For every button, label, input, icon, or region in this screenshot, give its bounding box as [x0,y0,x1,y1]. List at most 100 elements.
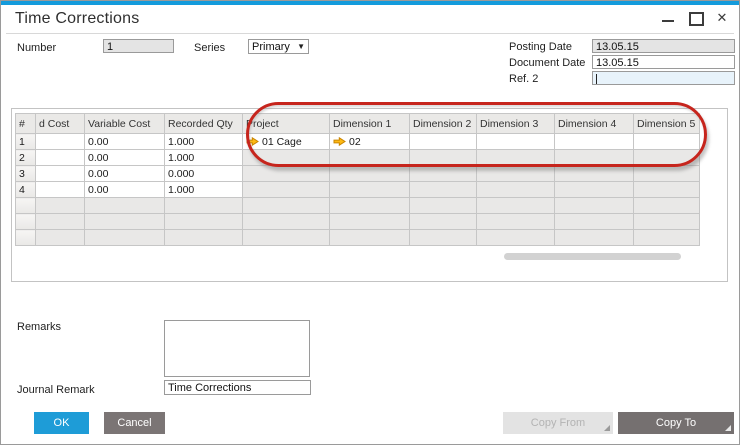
cancel-button[interactable]: Cancel [104,412,165,434]
link-arrow-icon[interactable] [246,136,259,146]
table-cell [329,181,410,198]
titlebar-divider [6,33,734,34]
table-cell [35,229,85,246]
table-cell[interactable]: 0.00 [84,165,165,182]
table-cell [409,149,477,166]
minimize-icon[interactable] [661,11,675,24]
text-cursor [596,74,597,84]
cell-value: 02 [349,135,361,148]
column-header: Variable Cost [84,113,165,134]
table-cell [329,149,410,166]
table-cell[interactable]: 01 Cage [242,133,330,150]
table-cell[interactable] [35,181,85,198]
table-cell [476,165,555,182]
table-cell [476,197,555,214]
table-row: 4 0.00 1.000 [15,181,700,198]
number-field[interactable]: 1 [103,39,174,53]
table-cell[interactable]: 0.000 [164,165,243,182]
copy-from-button[interactable]: Copy From [503,412,613,434]
maximize-icon[interactable] [688,11,704,26]
table-cell[interactable]: 2 [15,149,36,166]
column-header: Dimension 5 [633,113,700,134]
line-items-table: # d Cost Variable Cost Recorded Qty Project D… [15,113,700,246]
table-cell [242,197,330,214]
table-cell[interactable] [409,133,477,150]
table-cell [633,149,700,166]
table-cell[interactable] [633,133,700,150]
table-cell [554,213,634,230]
series-label: Series [194,42,226,54]
table-cell[interactable] [15,213,36,230]
table-cell [409,229,477,246]
copy-to-label: Copy To [655,417,697,429]
table-row [15,229,700,246]
table-cell[interactable]: 0.00 [84,149,165,166]
table-cell[interactable]: 1 [15,133,36,150]
table-cell [35,213,85,230]
posting-date-label: Posting Date [509,41,572,53]
table-cell[interactable] [15,197,36,214]
table-cell[interactable] [554,133,634,150]
table-cell [242,229,330,246]
copy-to-button[interactable]: Copy To [618,412,734,434]
table-cell [633,165,700,182]
table-cell [409,181,477,198]
table-cell [633,181,700,198]
ok-button[interactable]: OK [34,412,89,434]
table-cell[interactable]: 0.00 [84,133,165,150]
table-cell[interactable] [35,165,85,182]
close-icon[interactable]: ✕ [716,10,728,25]
document-date-label: Document Date [509,57,586,69]
table-cell[interactable]: 3 [15,165,36,182]
table-cell [476,149,555,166]
table-cell [476,181,555,198]
menu-corner-icon [725,425,731,431]
window-accent-bar [1,1,739,5]
table-row: 1 0.00 1.000 01 Cage 02 [15,133,700,150]
remarks-label: Remarks [17,321,62,333]
table-cell [409,213,477,230]
window-title: Time Corrections [15,10,140,27]
column-header: d Cost [35,113,85,134]
ref2-label: Ref. 2 [509,73,539,85]
table-cell [242,149,330,166]
column-header: Dimension 3 [476,113,555,134]
table-row [15,213,700,230]
table-cell [554,229,634,246]
table-cell [554,165,634,182]
table-cell [164,229,243,246]
window-controls: ✕ [661,10,729,26]
table-cell[interactable]: 1.000 [164,181,243,198]
table-cell [329,165,410,182]
table-cell [633,213,700,230]
table-cell[interactable]: 4 [15,181,36,198]
chevron-down-icon: ▼ [297,41,305,51]
series-dropdown[interactable]: Primary ▼ [248,39,309,54]
table-cell [476,213,555,230]
posting-date-field[interactable]: 13.05.15 [592,39,735,53]
horizontal-scrollbar-thumb[interactable] [504,253,681,260]
table-cell [554,149,634,166]
document-date-field[interactable]: 13.05.15 [592,55,735,69]
table-cell[interactable] [35,149,85,166]
table-cell [242,213,330,230]
remarks-textarea[interactable] [164,320,310,377]
table-cell[interactable]: 02 [329,133,410,150]
table-cell [409,165,477,182]
table-cell[interactable]: 1.000 [164,133,243,150]
journal-remark-field[interactable]: Time Corrections [164,380,311,395]
table-cell[interactable] [15,229,36,246]
column-header: Dimension 4 [554,113,634,134]
column-header: Dimension 2 [409,113,477,134]
table-row: 2 0.00 1.000 [15,149,700,166]
column-header: # [15,113,36,134]
table-cell[interactable]: 0.00 [84,181,165,198]
table-cell[interactable]: 1.000 [164,149,243,166]
table-cell[interactable] [476,133,555,150]
ref2-field[interactable] [592,71,735,85]
table-cell[interactable] [35,133,85,150]
table-cell [242,181,330,198]
journal-remark-label: Journal Remark [17,384,95,396]
link-arrow-icon[interactable] [333,136,346,146]
